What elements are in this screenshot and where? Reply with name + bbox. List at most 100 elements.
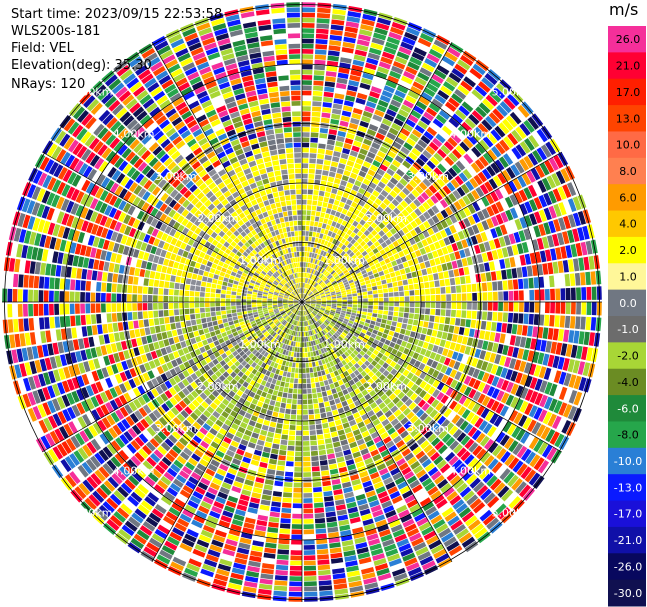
- velocity-gate: [254, 382, 261, 389]
- velocity-gate: [334, 339, 340, 345]
- velocity-gate: [471, 461, 483, 473]
- velocity-gate: [296, 415, 302, 420]
- velocity-gate: [375, 486, 386, 494]
- velocity-gate: [215, 302, 221, 307]
- velocity-gate: [289, 221, 294, 227]
- velocity-gate: [295, 304, 300, 309]
- velocity-gate: [202, 524, 215, 534]
- velocity-gate: [232, 406, 241, 414]
- velocity-gate: [225, 500, 237, 508]
- velocity-gate: [361, 389, 369, 396]
- velocity-gate: [274, 327, 279, 332]
- velocity-gate: [344, 454, 353, 461]
- velocity-gate: [64, 303, 70, 315]
- velocity-gate: [263, 375, 269, 382]
- velocity-gate: [559, 315, 566, 328]
- velocity-gate: [266, 353, 272, 359]
- velocity-gate: [252, 291, 258, 295]
- velocity-gate: [142, 520, 156, 532]
- velocity-gate: [307, 388, 312, 394]
- velocity-gate: [241, 360, 248, 367]
- velocity-gate: [400, 417, 409, 426]
- velocity-gate: [170, 323, 177, 330]
- velocity-gate: [158, 280, 165, 288]
- velocity-gate: [419, 371, 427, 380]
- velocity-gate: [377, 331, 383, 337]
- velocity-gate: [448, 325, 455, 333]
- velocity-gate: [359, 377, 367, 385]
- velocity-gate: [389, 302, 394, 307]
- velocity-gate: [275, 380, 281, 386]
- velocity-gate: [208, 393, 216, 402]
- velocity-gate: [260, 146, 269, 153]
- velocity-gate: [288, 334, 292, 340]
- velocity-gate: [493, 482, 506, 495]
- velocity-gate: [326, 304, 332, 307]
- velocity-gate: [415, 346, 422, 354]
- velocity-gate: [323, 322, 328, 327]
- velocity-gate: [40, 330, 47, 344]
- velocity-gate: [307, 325, 310, 331]
- velocity-gate: [291, 524, 302, 530]
- velocity-gate: [283, 481, 293, 488]
- velocity-gate: [516, 463, 528, 476]
- velocity-gate: [219, 271, 226, 277]
- velocity-gate: [361, 513, 373, 521]
- velocity-gate: [433, 412, 443, 422]
- velocity-gate: [312, 311, 317, 315]
- velocity-gate: [476, 485, 489, 497]
- velocity-gate: [379, 495, 391, 504]
- velocity-gate: [347, 355, 353, 361]
- velocity-gate: [421, 356, 429, 365]
- velocity-gate: [528, 363, 537, 376]
- velocity-gate: [282, 332, 287, 338]
- velocity-gate: [278, 190, 285, 197]
- velocity-gate: [215, 496, 227, 505]
- velocity-gate: [319, 454, 327, 461]
- velocity-gate: [299, 326, 301, 332]
- velocity-gate: [97, 324, 103, 335]
- velocity-gate: [313, 486, 322, 493]
- velocity-gate: [158, 340, 165, 349]
- velocity-gate: [168, 337, 175, 345]
- velocity-gate: [342, 544, 355, 552]
- velocity-gate: [315, 304, 321, 307]
- velocity-gate: [180, 256, 187, 264]
- velocity-gate: [421, 560, 436, 571]
- velocity-gate: [285, 403, 292, 409]
- velocity-gate: [13, 318, 19, 333]
- velocity-gate: [316, 338, 321, 344]
- velocity-gate: [347, 506, 359, 514]
- velocity-gate: [338, 379, 344, 386]
- velocity-gate: [311, 303, 316, 305]
- velocity-gate: [175, 474, 187, 484]
- velocity-gate: [297, 310, 300, 316]
- velocity-gate: [367, 356, 374, 363]
- velocity-gate: [421, 327, 428, 335]
- velocity-gate: [168, 420, 178, 430]
- velocity-gate: [179, 423, 188, 433]
- velocity-gate: [116, 293, 122, 302]
- velocity-gate: [314, 334, 319, 340]
- velocity-gate: [512, 460, 524, 473]
- velocity-gate: [199, 392, 208, 400]
- velocity-gate: [153, 483, 166, 495]
- velocity-gate: [225, 302, 231, 306]
- velocity-gate: [18, 318, 24, 332]
- velocity-gate: [12, 304, 18, 318]
- velocity-gate: [247, 565, 260, 573]
- velocity-gate: [107, 476, 119, 489]
- velocity-gate: [482, 423, 493, 435]
- velocity-gate: [230, 378, 238, 386]
- velocity-gate: [377, 427, 386, 435]
- velocity-gate: [351, 383, 358, 391]
- velocity-gate: [520, 448, 532, 462]
- velocity-gate: [400, 547, 414, 557]
- velocity-gate: [264, 161, 273, 168]
- velocity-gate: [157, 499, 170, 510]
- velocity-gate: [294, 336, 297, 342]
- velocity-gate: [292, 308, 297, 313]
- velocity-gate: [399, 485, 411, 495]
- velocity-gate: [267, 388, 274, 395]
- velocity-gate: [140, 500, 153, 511]
